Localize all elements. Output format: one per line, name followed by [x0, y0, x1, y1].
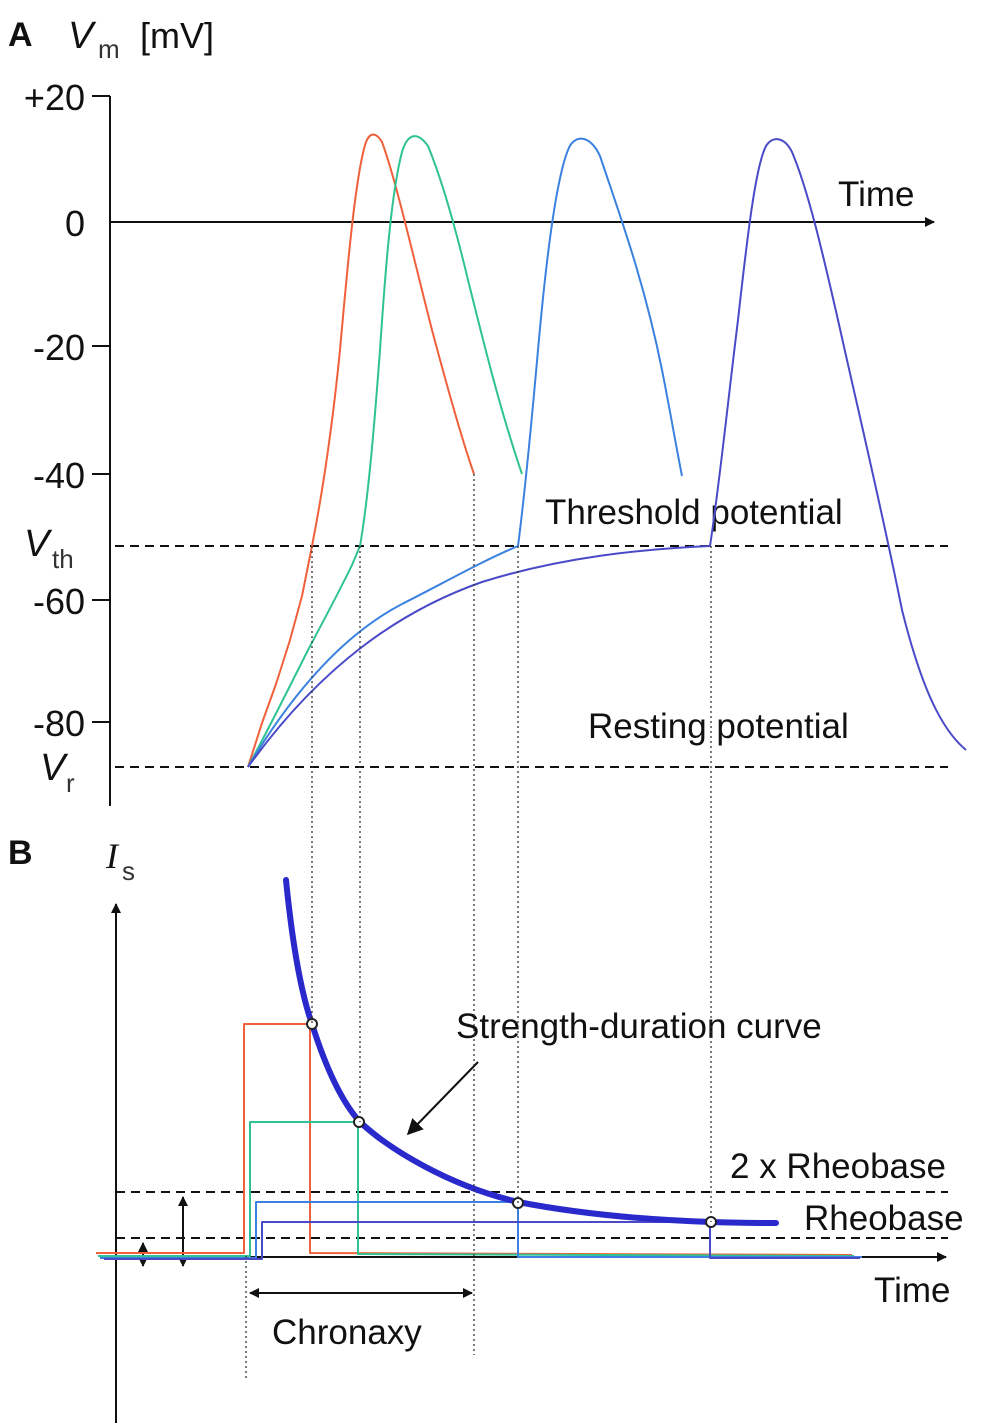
tick-label-minus-20: -20 [33, 327, 85, 368]
strength-duration-label: Strength-duration curve [456, 1007, 822, 1046]
stimulus-pulse-4 [104, 1221, 860, 1260]
action-potential-trace-3 [247, 137, 683, 768]
chronaxy-label: Chronaxy [272, 1313, 422, 1352]
panel-a-y-axis-var-sub: m [98, 34, 120, 64]
curve-marker-1 [306, 1018, 318, 1030]
stimulus-pulse-3 [100, 1201, 862, 1259]
panel-a: A V m [mV] +20 0 -20 -40 -60 -80 V th V … [8, 15, 967, 806]
panel-b-time-label: Time [874, 1271, 950, 1310]
panel-a-time-label: Time [838, 175, 914, 214]
v-r-sub: r [66, 768, 75, 798]
action-potential-trace-1 [247, 133, 475, 768]
tick-label-plus-20: +20 [24, 77, 85, 118]
tick-label-minus-40: -40 [33, 455, 85, 496]
v-th-sub: th [52, 544, 74, 574]
tick-label-minus-80: -80 [33, 703, 85, 744]
panel-b-label: B [8, 834, 33, 872]
threshold-label: Threshold potential [545, 493, 843, 532]
curve-label-pointer [406, 1061, 479, 1136]
tick-label-0: 0 [65, 203, 85, 244]
vertical-guide-lines [245, 474, 712, 1380]
resting-label: Resting potential [588, 707, 849, 746]
stimulus-pulse-2 [98, 1121, 855, 1257]
action-potential-trace-4 [247, 138, 967, 768]
panel-a-y-axis-unit: [mV] [140, 15, 214, 56]
panel-b-y-axis-var-sub: s [122, 856, 135, 886]
panel-b: B I s Time 2 x Rheobase Rheobase Strengt… [8, 834, 964, 1423]
double-rheobase-label: 2 x Rheobase [730, 1147, 946, 1186]
panel-a-tick-marks [92, 95, 110, 723]
panel-b-y-axis-var: I [105, 836, 120, 876]
rheobase-label: Rheobase [804, 1199, 964, 1238]
panel-a-y-axis-var: V [68, 15, 97, 57]
panel-a-label: A [8, 16, 33, 54]
tick-label-minus-60: -60 [33, 581, 85, 622]
curve-marker-2 [353, 1116, 365, 1128]
v-th-var: V [24, 523, 53, 565]
action-potential-trace-2 [247, 135, 523, 768]
v-r-var: V [40, 747, 69, 789]
